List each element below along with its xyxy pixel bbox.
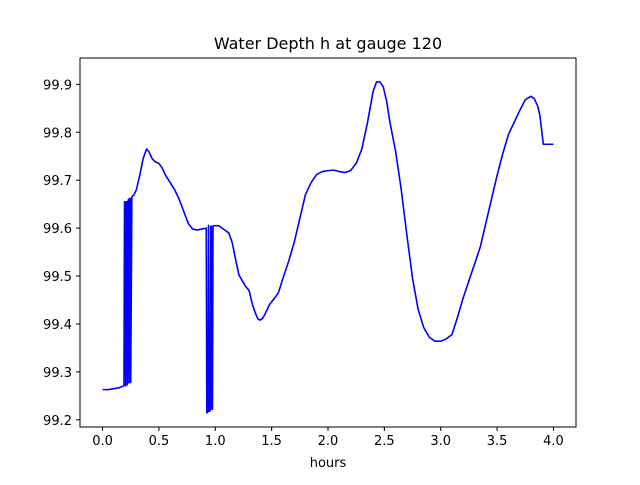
x-tick-label: 2.0 [318,434,339,449]
x-tick-label: 1.0 [205,434,226,449]
series-layer [102,81,554,414]
y-tick-label: 99.9 [43,78,72,93]
y-tick-label: 99.5 [43,270,72,285]
y-tick-label: 99.6 [43,222,72,237]
x-tick-label: 4.0 [543,434,564,449]
x-tick-label: 0.5 [149,434,170,449]
x-tick-label: 3.0 [430,434,451,449]
x-tick-label: 1.5 [261,434,282,449]
x-tick-label: 0.0 [92,434,113,449]
x-axis-label: hours [310,456,347,471]
y-tick-label: 99.8 [43,126,72,141]
y-tick-label: 99.7 [43,174,72,189]
y-tick-label: 99.4 [43,318,72,333]
y-tick-label: 99.2 [43,414,72,429]
x-tick-label: 3.5 [487,434,508,449]
x-axis-ticks: 0.0 0.5 1.0 1.5 2.0 2.5 3.0 3.5 4.0 [92,427,564,449]
y-axis-ticks: 99.2 99.3 99.4 99.5 99.6 99.7 99.8 99.9 [43,78,80,429]
series-line-0 [102,81,554,414]
x-tick-label: 2.5 [374,434,395,449]
y-tick-label: 99.3 [43,366,72,381]
chart-title: Water Depth h at gauge 120 [214,34,442,53]
